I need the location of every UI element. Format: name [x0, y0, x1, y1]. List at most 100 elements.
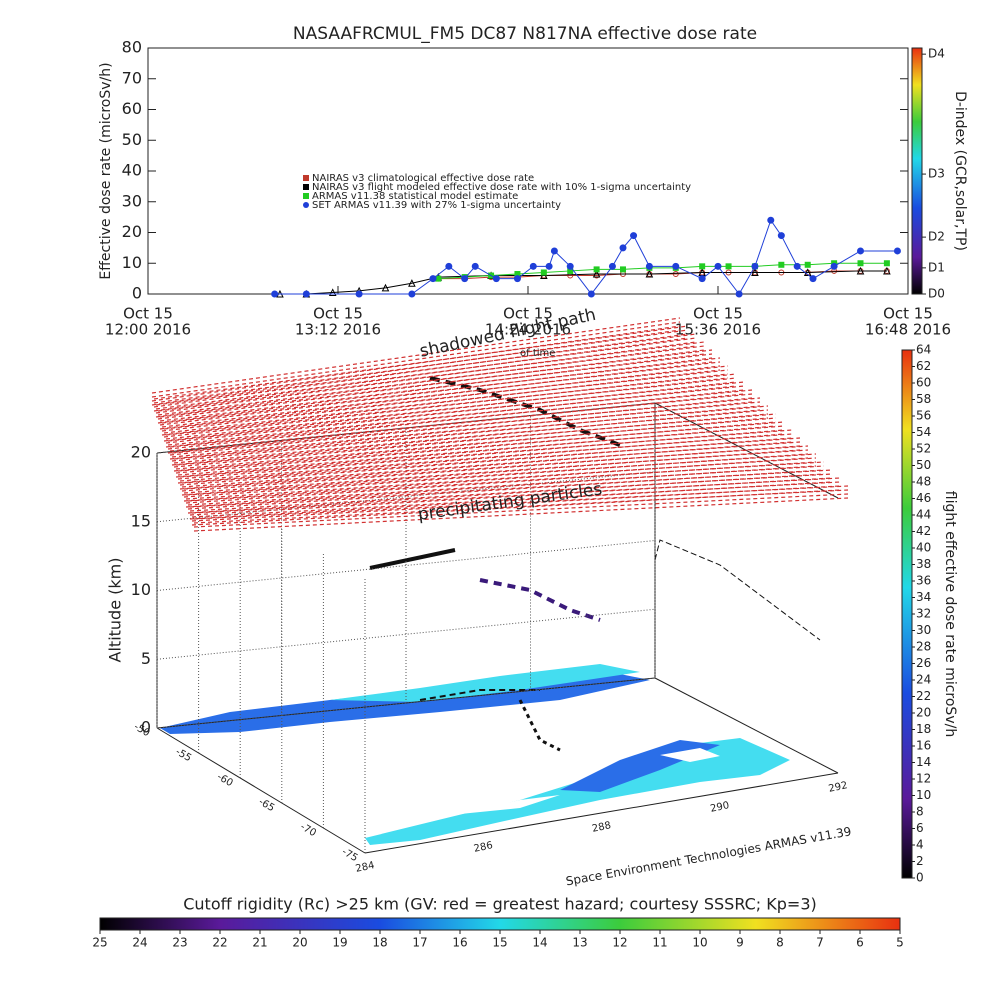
particle-row [173, 405, 769, 460]
legend-label: ARMAS v11.38 statistical model estimate [312, 191, 518, 202]
data-point [751, 268, 759, 276]
particle-row [159, 353, 713, 422]
colorbar-tick-label: 12 [916, 772, 931, 786]
data-point [893, 247, 901, 255]
colorbar-tick-label: 26 [916, 656, 931, 670]
y-tick-label: 60 [122, 99, 142, 118]
particle-row [181, 441, 801, 488]
colorbar-tick-label: 44 [916, 508, 931, 522]
particle-row [189, 473, 833, 512]
legend-marker [303, 175, 309, 181]
data-point [645, 262, 653, 270]
colorbar-tick-label: 5 [896, 936, 904, 950]
data-point [699, 263, 706, 270]
particle-row [153, 329, 689, 404]
legend-label: NAIRAS v3 climatological effective dose … [312, 173, 534, 184]
y-tick-label: -75 [340, 846, 360, 864]
data-point [751, 262, 759, 270]
colorbar-tick-label: D1 [928, 260, 945, 274]
y-tick-label: -65 [257, 796, 277, 814]
particle-row [159, 361, 713, 430]
data-point [803, 268, 812, 276]
data-point [550, 247, 558, 255]
colorbar-tick-label: 32 [916, 607, 931, 621]
particle-row [177, 421, 785, 472]
particle-row [181, 437, 801, 484]
particle-row [151, 325, 681, 402]
colorbar-tick-label: 11 [652, 936, 667, 950]
particle-row [175, 425, 777, 478]
colorbar-label: flight effective dose rate microSv/h [942, 491, 958, 737]
particle-row [181, 445, 801, 492]
x-tick-label: 15:36 2016 [675, 321, 761, 339]
colorbar-tick-label: 48 [916, 475, 931, 489]
particle-row [187, 461, 825, 502]
grid-line [156, 540, 656, 591]
colorbar-tick-label: 28 [916, 640, 931, 654]
data-point [857, 247, 864, 255]
particle-row [185, 453, 817, 496]
data-point [381, 283, 390, 292]
colorbar-tick-label: 60 [916, 376, 931, 390]
data-point [445, 262, 453, 270]
z-tick-label: 5 [141, 649, 151, 668]
particle-row [187, 469, 825, 510]
colorbar-tick-label: 17 [412, 936, 427, 950]
colorbar-tick-label: 19 [332, 936, 347, 950]
particle-row [171, 401, 761, 458]
particle-row [159, 349, 713, 418]
grid-line [156, 608, 656, 660]
x-tick-label: 286 [473, 840, 494, 855]
colorbar-title: Cutoff rigidity (Rc) >25 km (GV: red = g… [183, 895, 817, 914]
particle-layer [151, 317, 849, 532]
data-point [804, 261, 811, 268]
colorbar-tick-label: 13 [572, 936, 587, 950]
colorbar-tick-label: 10 [692, 936, 707, 950]
particle-row [177, 425, 785, 476]
particle-row [161, 357, 721, 424]
particle-row [181, 449, 801, 496]
particle-row [157, 341, 705, 412]
colorbar-tick-label: D0 [928, 287, 945, 301]
colorbar-tick-label: 30 [916, 623, 931, 637]
x-tick-label: 13:12 2016 [295, 321, 381, 339]
data-point [698, 275, 706, 283]
data-point [271, 290, 279, 298]
data-point [725, 263, 732, 270]
colorbar-tick-label: 6 [856, 936, 864, 950]
data-point [513, 275, 521, 283]
legend-marker [303, 184, 309, 190]
particle-row [173, 413, 769, 468]
colorbar-tick-label: 9 [736, 936, 744, 950]
data-point [645, 269, 654, 278]
colorbar-tick-label: 16 [452, 936, 467, 950]
particle-row [165, 373, 737, 436]
data-point [883, 266, 891, 275]
particle-row [165, 381, 737, 444]
data-point [567, 267, 574, 274]
colorbar-tick-label: 42 [916, 524, 931, 538]
z-tick-label: 0 [141, 718, 151, 737]
particle-row [151, 329, 681, 406]
particle-row [183, 449, 809, 494]
colorbar-tick-label: 62 [916, 359, 931, 373]
particle-row [167, 385, 745, 446]
x-tick-label: Oct 15 [313, 305, 363, 323]
colorbar-tick-label: 14 [916, 755, 931, 769]
colorbar-tick-label: 8 [916, 805, 924, 819]
data-point [587, 290, 595, 298]
particle-row [187, 465, 825, 506]
colorbar-tick-label: D2 [928, 230, 945, 244]
particle-row [179, 429, 793, 478]
y-axis-label: Effective dose rate (microSv/h) [98, 62, 114, 279]
data-point [883, 260, 890, 267]
colorbar-tick-label: 6 [916, 821, 924, 835]
colorbar-tick-label: 18 [372, 936, 387, 950]
data-point [619, 244, 627, 252]
particle-row [179, 437, 793, 486]
axis-line [364, 772, 839, 854]
data-point [593, 266, 600, 273]
y-tick-label: 40 [122, 161, 142, 180]
colorbar-tick-label: 0 [916, 871, 924, 885]
